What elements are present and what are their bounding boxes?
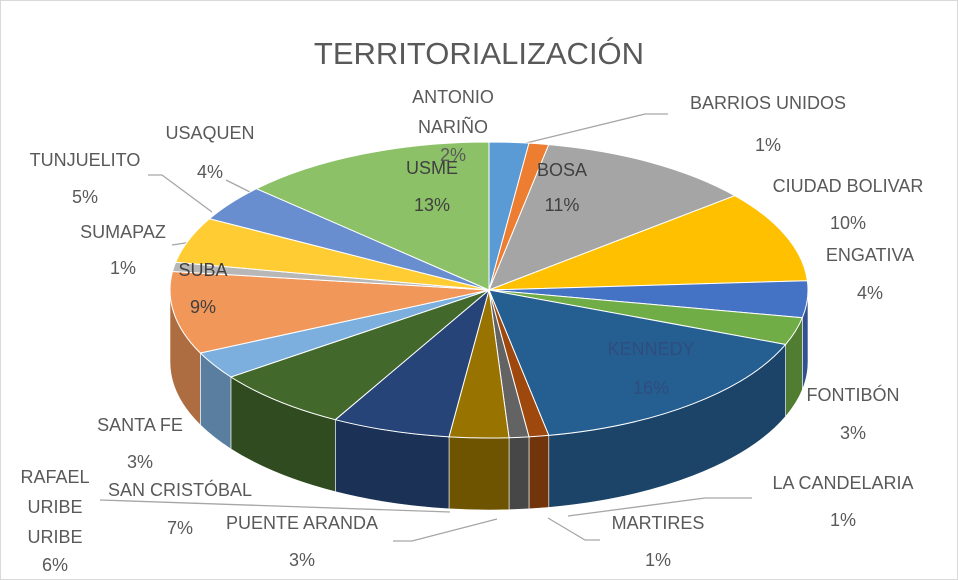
- chart-title: TERRITORIALIZACIÓN: [313, 36, 645, 71]
- slice-label: SUMAPAZ: [80, 222, 166, 242]
- slice-label: RAFAEL URIBE URIBE: [20, 467, 90, 547]
- slice-value-label: 5%: [71, 187, 98, 207]
- pie-slice: [488, 144, 736, 291]
- slice-value-label: 16%: [632, 378, 670, 398]
- slice-value-label: 1%: [109, 258, 136, 278]
- leader-line: [225, 179, 251, 193]
- slice-value-label: 2%: [439, 145, 466, 165]
- slice-value-label: 4%: [856, 283, 883, 303]
- slice-value-label: 6%: [41, 555, 68, 575]
- slice-label: CIUDAD BOLIVAR: [772, 176, 924, 196]
- pie-slice-side: [448, 436, 510, 511]
- slice-value-label: 4%: [196, 162, 223, 182]
- slice-label: MARTIRES: [611, 513, 705, 533]
- slice-label: PUENTE ARANDA: [225, 513, 379, 533]
- leader-line: [567, 497, 752, 517]
- slice-value-label: 1%: [644, 550, 671, 570]
- slice-label: SUBA: [178, 260, 228, 280]
- slice-value-label: 3%: [839, 423, 866, 443]
- slice-value-label: 1%: [754, 135, 781, 155]
- slice-label: USAQUEN: [165, 123, 255, 143]
- pie-slice: [255, 141, 490, 291]
- leader-line: [393, 518, 498, 542]
- slice-value-label: 1%: [829, 510, 856, 530]
- slice-label: SAN CRISTÓBAL: [107, 480, 253, 500]
- pie-slice: [488, 195, 808, 291]
- slice-label: FONTIBÓN: [806, 385, 900, 405]
- slice-label: ANTONIO NARIÑO: [412, 87, 494, 137]
- slice-value-label: 9%: [189, 297, 216, 317]
- slice-value-label: 3%: [288, 550, 315, 570]
- slice-label: USME: [405, 158, 458, 178]
- slice-label: BOSA: [536, 160, 588, 180]
- slice-label: SANTA FE: [97, 415, 183, 435]
- leader-line: [99, 499, 451, 513]
- pie-slice: [169, 270, 490, 354]
- leader-line: [547, 517, 600, 541]
- pie-slice: [334, 288, 490, 438]
- slice-label: BARRIOS UNIDOS: [689, 93, 847, 113]
- slice-label: TUNJUELITO: [29, 150, 141, 170]
- pie-slice: [488, 289, 787, 436]
- slice-value-label: 10%: [829, 213, 867, 233]
- leader-line: [521, 113, 668, 145]
- slice-value-label: 3%: [126, 452, 153, 472]
- slice-label: ENGATIVA: [825, 245, 915, 265]
- pie-slice-side: [508, 436, 530, 511]
- pie-slice-side: [528, 435, 550, 510]
- slice-value-label: 7%: [166, 518, 193, 538]
- pie-slice: [229, 289, 490, 421]
- slice-label: KENNEDY: [607, 339, 695, 359]
- slice-value-label: 13%: [413, 195, 451, 215]
- slice-label: LA CANDELARIA: [772, 473, 914, 493]
- leader-line: [148, 174, 213, 213]
- slice-value-label: 11%: [544, 195, 580, 215]
